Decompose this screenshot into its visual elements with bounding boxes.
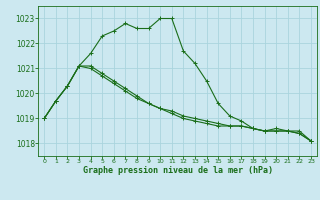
X-axis label: Graphe pression niveau de la mer (hPa): Graphe pression niveau de la mer (hPa) [83,166,273,175]
